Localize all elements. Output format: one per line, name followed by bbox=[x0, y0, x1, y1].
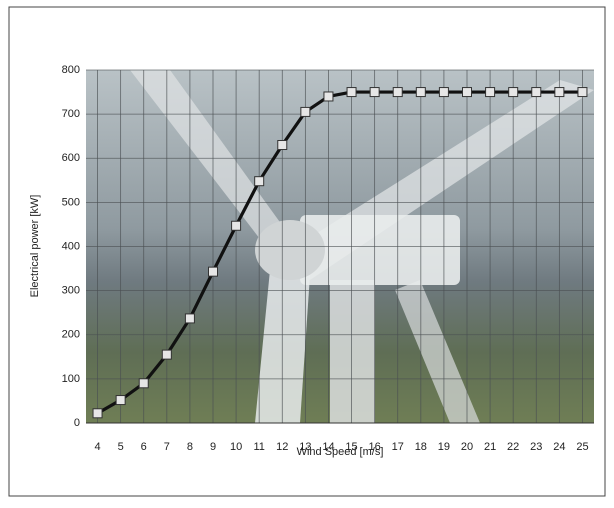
y-tick-label: 200 bbox=[62, 329, 80, 341]
marker bbox=[116, 396, 125, 405]
y-tick-label: 600 bbox=[62, 152, 80, 164]
x-tick-label: 11 bbox=[253, 441, 264, 453]
marker bbox=[393, 88, 402, 97]
x-tick-label: 12 bbox=[276, 441, 288, 453]
x-tick-label: 17 bbox=[392, 441, 404, 453]
x-tick-label: 16 bbox=[369, 441, 381, 453]
x-tick-label: 22 bbox=[507, 441, 519, 453]
x-tick-label: 6 bbox=[141, 441, 147, 453]
x-tick-label: 14 bbox=[322, 441, 334, 453]
marker bbox=[278, 141, 287, 150]
y-tick-label: 100 bbox=[62, 373, 80, 385]
x-tick-label: 15 bbox=[345, 441, 357, 453]
x-tick-label: 9 bbox=[210, 441, 216, 453]
x-tick-label: 20 bbox=[461, 441, 473, 453]
marker bbox=[209, 267, 218, 276]
y-tick-label: 500 bbox=[62, 196, 80, 208]
x-tick-label: 23 bbox=[530, 441, 542, 453]
marker bbox=[509, 88, 518, 97]
x-tick-label: 18 bbox=[415, 441, 427, 453]
y-tick-label: 300 bbox=[62, 285, 80, 297]
x-tick-label: 21 bbox=[484, 441, 496, 453]
marker bbox=[578, 88, 587, 97]
x-tick-label: 7 bbox=[164, 441, 170, 453]
marker bbox=[162, 350, 171, 359]
marker bbox=[185, 314, 194, 323]
marker bbox=[439, 88, 448, 97]
y-tick-label: 400 bbox=[62, 240, 80, 252]
x-tick-label: 10 bbox=[230, 441, 242, 453]
y-tick-label: 700 bbox=[62, 108, 80, 120]
x-tick-label: 4 bbox=[94, 441, 100, 453]
x-tick-label: 24 bbox=[553, 441, 565, 453]
y-axis-label: Electrical power [kW] bbox=[29, 195, 41, 298]
marker bbox=[93, 409, 102, 418]
x-tick-label: 25 bbox=[576, 441, 588, 453]
marker bbox=[555, 88, 564, 97]
y-tick-label: 0 bbox=[74, 417, 80, 429]
chart: Wind Speed [m/s] Electrical power [kW] 0… bbox=[0, 0, 614, 503]
marker bbox=[324, 92, 333, 101]
marker bbox=[139, 379, 148, 388]
marker bbox=[347, 88, 356, 97]
x-tick-label: 5 bbox=[118, 441, 124, 453]
x-tick-label: 8 bbox=[187, 441, 193, 453]
marker bbox=[463, 88, 472, 97]
marker bbox=[486, 88, 495, 97]
marker bbox=[416, 88, 425, 97]
marker bbox=[301, 107, 310, 116]
marker bbox=[255, 177, 264, 186]
y-tick-label: 800 bbox=[62, 64, 80, 76]
marker bbox=[232, 221, 241, 230]
marker bbox=[370, 88, 379, 97]
x-tick-label: 13 bbox=[299, 441, 311, 453]
x-tick-label: 19 bbox=[438, 441, 450, 453]
marker bbox=[532, 88, 541, 97]
